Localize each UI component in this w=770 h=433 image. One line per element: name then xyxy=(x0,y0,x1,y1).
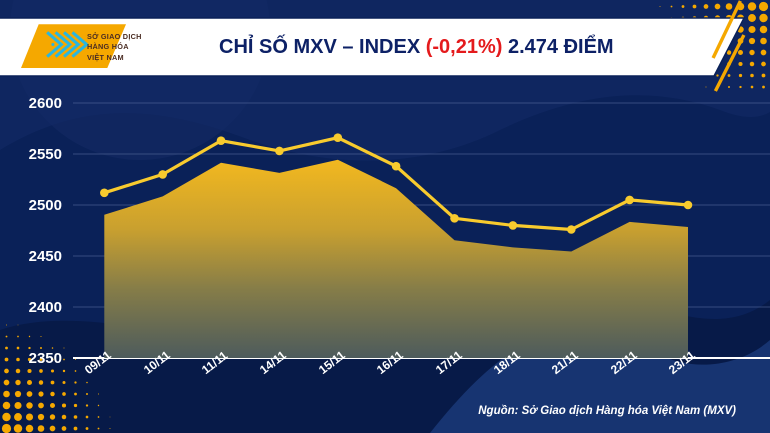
svg-text:2350: 2350 xyxy=(29,350,62,367)
svg-text:2400: 2400 xyxy=(29,299,62,316)
svg-text:2550: 2550 xyxy=(29,146,62,163)
svg-text:2600: 2600 xyxy=(29,95,62,112)
svg-text:2450: 2450 xyxy=(29,248,62,265)
svg-text:2500: 2500 xyxy=(29,197,62,214)
